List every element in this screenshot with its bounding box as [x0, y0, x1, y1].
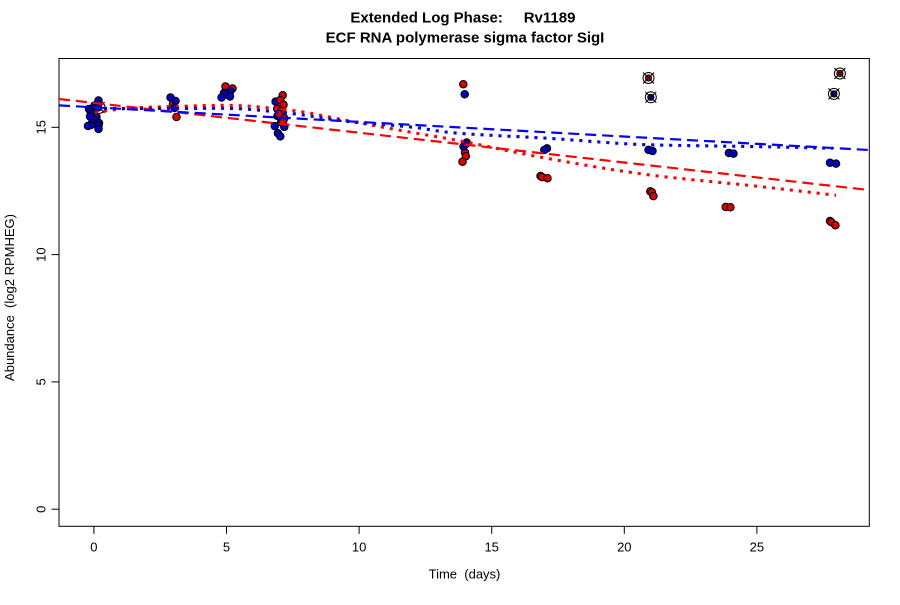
svg-text:Extended Log Phase: Rv1189: Extended Log Phase: Rv1189 [350, 10, 575, 27]
svg-text:ECF RNA polymerase sigma facto: ECF RNA polymerase sigma factor SigI [326, 30, 605, 47]
svg-text:20: 20 [617, 540, 631, 555]
svg-text:15: 15 [34, 120, 49, 134]
svg-text:0: 0 [34, 506, 49, 513]
svg-text:15: 15 [484, 540, 498, 555]
svg-text:10: 10 [352, 540, 366, 555]
svg-text:0: 0 [90, 540, 97, 555]
svg-text:10: 10 [34, 247, 49, 261]
svg-text:Abundance (log2 RPMHEG): Abundance (log2 RPMHEG) [2, 214, 17, 381]
svg-text:25: 25 [750, 540, 764, 555]
svg-text:5: 5 [223, 540, 230, 555]
svg-text:5: 5 [34, 378, 49, 385]
svg-text:Time (days): Time (days) [429, 567, 501, 582]
